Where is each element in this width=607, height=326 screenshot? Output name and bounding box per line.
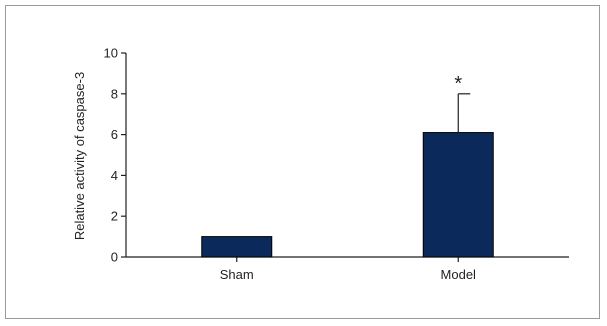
y-tick-label: 2 — [111, 209, 118, 224]
y-tick-label: 10 — [104, 46, 118, 61]
y-axis-title: Relative activity of caspase-3 — [72, 72, 87, 240]
bar-sham — [201, 236, 273, 258]
bar-model — [422, 132, 494, 258]
chart-labels: 0 2 4 6 8 10 Sham * Model — [104, 46, 477, 283]
y-tick-label: 8 — [111, 86, 118, 101]
x-category-label: Model — [441, 267, 477, 282]
bar-chart: 0 2 4 6 8 10 Sham * Model Relative activity of c… — [72, 46, 569, 283]
y-tick-label: 0 — [111, 250, 118, 265]
chart-bars — [201, 93, 494, 258]
x-category-label: Sham — [220, 267, 254, 282]
chart-frame: 0 2 4 6 8 10 Sham * Model Relative activity of c… — [5, 5, 600, 319]
chart-axes — [121, 52, 569, 262]
y-tick-label: 4 — [111, 168, 118, 183]
significance-marker: * — [454, 73, 462, 95]
y-tick-label: 6 — [111, 127, 118, 142]
